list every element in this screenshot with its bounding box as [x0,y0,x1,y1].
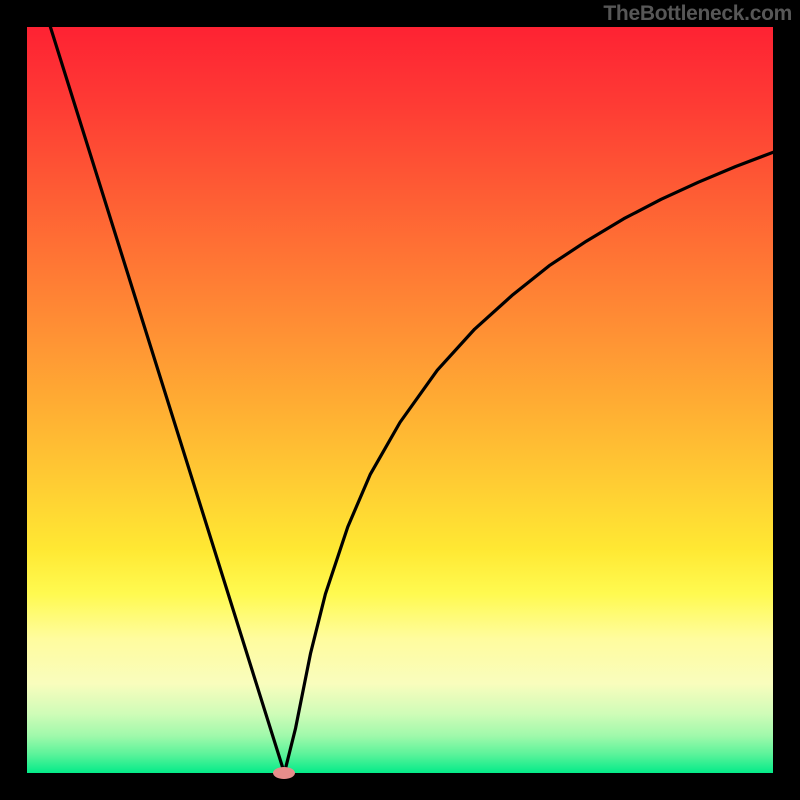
minimum-marker [273,767,295,779]
plot-area [27,27,773,773]
chart-container: TheBottleneck.com [0,0,800,800]
watermark-text: TheBottleneck.com [603,2,792,26]
bottleneck-curve [27,27,773,773]
